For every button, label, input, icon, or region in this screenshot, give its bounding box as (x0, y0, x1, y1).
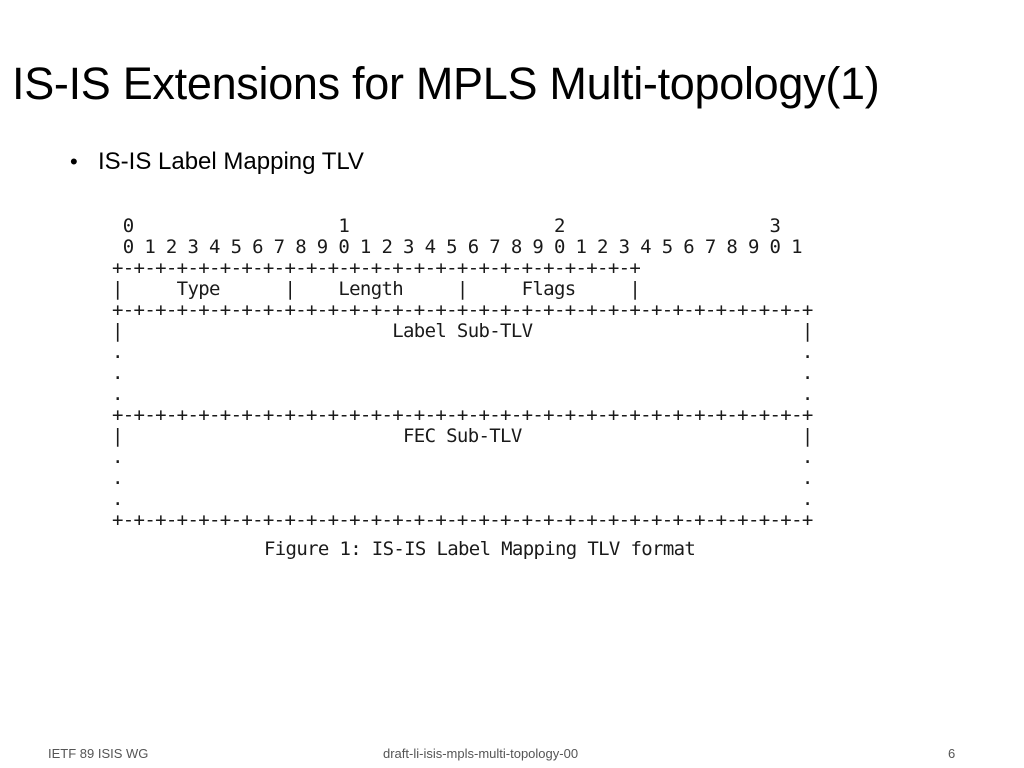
tlv-format-figure: 0 1 2 3 0 1 2 3 4 5 6 7 8 9 0 1 2 3 4 5 … (112, 216, 813, 560)
figure-caption: Figure 1: IS-IS Label Mapping TLV format (264, 538, 696, 560)
bullet-list: • IS-IS Label Mapping TLV (70, 142, 364, 182)
bullet-text: IS-IS Label Mapping TLV (98, 148, 364, 175)
bullet-item: • IS-IS Label Mapping TLV (70, 142, 364, 182)
slide-title: IS-IS Extensions for MPLS Multi-topology… (12, 58, 880, 109)
slide-number: 6 (948, 746, 956, 761)
tlv-packet-diagram: 0 1 2 3 0 1 2 3 4 5 6 7 8 9 0 1 2 3 4 5 … (112, 215, 813, 531)
footer-draft-name: draft-li-isis-mpls-multi-topology-00 (383, 746, 579, 761)
footer-event: IETF 89 ISIS WG (48, 746, 149, 761)
bullet-dot-icon: • (70, 149, 78, 174)
